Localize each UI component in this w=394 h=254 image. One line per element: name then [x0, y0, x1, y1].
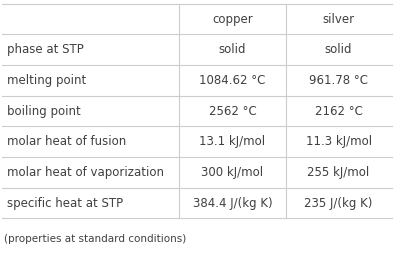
Text: molar heat of fusion: molar heat of fusion	[7, 135, 126, 148]
Text: 961.78 °C: 961.78 °C	[309, 74, 368, 87]
Text: 13.1 kJ/mol: 13.1 kJ/mol	[199, 135, 266, 148]
Text: specific heat at STP: specific heat at STP	[7, 197, 123, 210]
Text: 1084.62 °C: 1084.62 °C	[199, 74, 266, 87]
Text: 235 J/(kg K): 235 J/(kg K)	[305, 197, 373, 210]
Text: boiling point: boiling point	[7, 105, 80, 118]
Text: solid: solid	[219, 43, 246, 56]
Text: solid: solid	[325, 43, 352, 56]
Text: copper: copper	[212, 13, 253, 26]
Text: (properties at standard conditions): (properties at standard conditions)	[4, 234, 186, 244]
Text: 11.3 kJ/mol: 11.3 kJ/mol	[305, 135, 372, 148]
Text: silver: silver	[323, 13, 355, 26]
Text: 255 kJ/mol: 255 kJ/mol	[307, 166, 370, 179]
Text: 384.4 J/(kg K): 384.4 J/(kg K)	[193, 197, 272, 210]
Text: 2162 °C: 2162 °C	[315, 105, 362, 118]
Text: molar heat of vaporization: molar heat of vaporization	[7, 166, 164, 179]
Text: melting point: melting point	[7, 74, 86, 87]
Text: 300 kJ/mol: 300 kJ/mol	[201, 166, 264, 179]
Text: 2562 °C: 2562 °C	[208, 105, 256, 118]
Text: phase at STP: phase at STP	[7, 43, 84, 56]
